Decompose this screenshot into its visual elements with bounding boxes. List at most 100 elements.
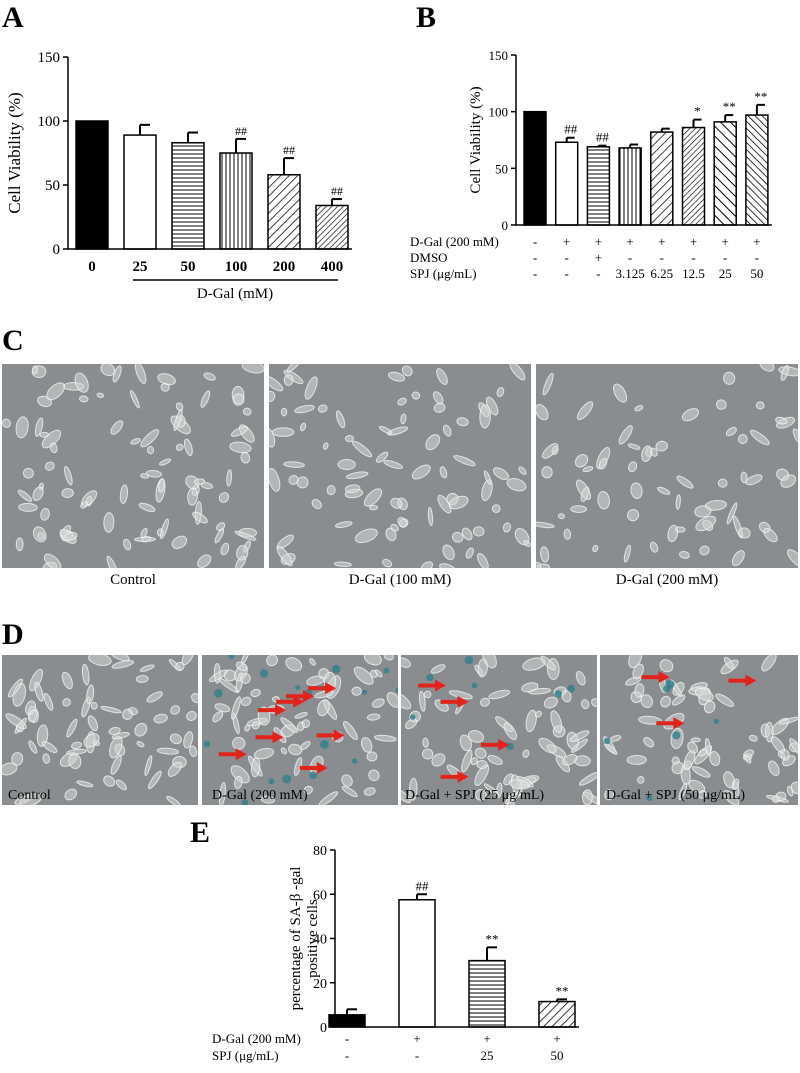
cell xyxy=(2,418,11,428)
cell xyxy=(286,364,302,373)
cell xyxy=(231,696,241,720)
cell xyxy=(768,760,780,777)
condition-value: - xyxy=(660,250,664,265)
red-arrow-icon xyxy=(255,731,284,744)
cell xyxy=(300,740,311,751)
stained-cell xyxy=(713,718,719,724)
stain-label-spj-50: D-Gal + SPJ (50 μg/mL) xyxy=(606,788,746,803)
chart-a: 0 50 100 150 Cell Viability (%) 0 25 50 ## 100 ## 2… xyxy=(5,50,352,302)
cell xyxy=(786,549,798,568)
cell xyxy=(627,443,641,450)
cell xyxy=(119,484,129,504)
cell xyxy=(475,789,487,801)
cell xyxy=(253,747,275,760)
stained-cell xyxy=(331,664,341,674)
bar xyxy=(398,899,436,1028)
cell xyxy=(106,555,119,568)
cell xyxy=(483,470,492,485)
condition-value: - xyxy=(415,1048,419,1063)
red-arrow-icon xyxy=(656,717,685,730)
cell xyxy=(76,780,94,788)
stain-image-spj-50 xyxy=(600,655,798,805)
micrograph-control xyxy=(2,364,264,568)
cell xyxy=(186,710,197,721)
cell xyxy=(88,655,112,666)
cell xyxy=(637,776,645,784)
cell xyxy=(759,364,775,372)
cell xyxy=(580,699,590,710)
cell xyxy=(431,753,446,767)
cell xyxy=(433,402,446,413)
cell xyxy=(335,521,353,529)
bar xyxy=(618,147,642,226)
cell xyxy=(580,486,590,502)
micrograph-dgal-100 xyxy=(269,364,531,568)
cell xyxy=(420,561,434,568)
significance-label: ## xyxy=(564,122,578,137)
cell xyxy=(737,434,748,445)
cell xyxy=(153,713,168,724)
cell xyxy=(423,690,432,699)
chart-e: 0 20 40 60 80 percentage of SA-β -galpositive… xyxy=(212,844,579,1063)
cell xyxy=(166,795,181,805)
cell xyxy=(465,547,474,559)
cell xyxy=(111,731,130,740)
stained-cell xyxy=(426,673,434,682)
cell xyxy=(311,498,322,510)
cell xyxy=(740,471,748,484)
stained-cell xyxy=(471,682,478,689)
cell xyxy=(144,755,153,776)
stain-image-spj-25 xyxy=(401,655,597,805)
condition-value: 3.125 xyxy=(615,266,644,281)
red-arrow-icon xyxy=(308,682,337,695)
condition-label: SPJ (μg/mL) xyxy=(410,266,477,281)
cell xyxy=(373,734,397,742)
cell xyxy=(34,681,44,702)
cell xyxy=(100,705,122,714)
cell xyxy=(368,769,380,782)
y-tick-label: 0 xyxy=(502,218,509,233)
cell xyxy=(185,475,200,490)
cell xyxy=(62,698,71,707)
stained-cell xyxy=(319,739,329,749)
cell xyxy=(582,466,594,473)
cell xyxy=(32,486,44,501)
bar xyxy=(315,204,349,250)
cell xyxy=(640,694,653,709)
cell xyxy=(418,690,426,712)
cell xyxy=(341,785,358,798)
bar xyxy=(523,110,547,226)
cell xyxy=(251,721,261,730)
cell xyxy=(709,751,721,767)
cell xyxy=(363,787,376,796)
cell xyxy=(80,501,89,509)
cell xyxy=(158,478,165,493)
bar xyxy=(681,126,706,226)
cell xyxy=(749,429,770,446)
cell xyxy=(183,438,193,456)
cell xyxy=(280,747,288,755)
category-label: 50 xyxy=(181,259,196,275)
cell xyxy=(64,531,78,541)
cell xyxy=(541,466,553,479)
cell xyxy=(36,724,49,747)
cell xyxy=(147,770,162,790)
cell xyxy=(190,692,198,704)
cell xyxy=(363,488,383,507)
bar xyxy=(219,152,253,250)
cell xyxy=(474,747,487,759)
cell xyxy=(317,699,330,717)
cell xyxy=(704,738,712,756)
cell xyxy=(536,561,542,568)
cell xyxy=(288,743,303,756)
condition-label: D-Gal (200 mM) xyxy=(212,1031,301,1046)
cell xyxy=(333,561,352,567)
cell xyxy=(659,659,674,673)
red-arrow-icon xyxy=(417,679,446,692)
cell xyxy=(146,691,163,703)
cell xyxy=(19,792,43,805)
cell xyxy=(171,535,188,550)
stained-cell xyxy=(213,688,223,698)
cell xyxy=(506,478,527,492)
cell xyxy=(789,738,798,757)
